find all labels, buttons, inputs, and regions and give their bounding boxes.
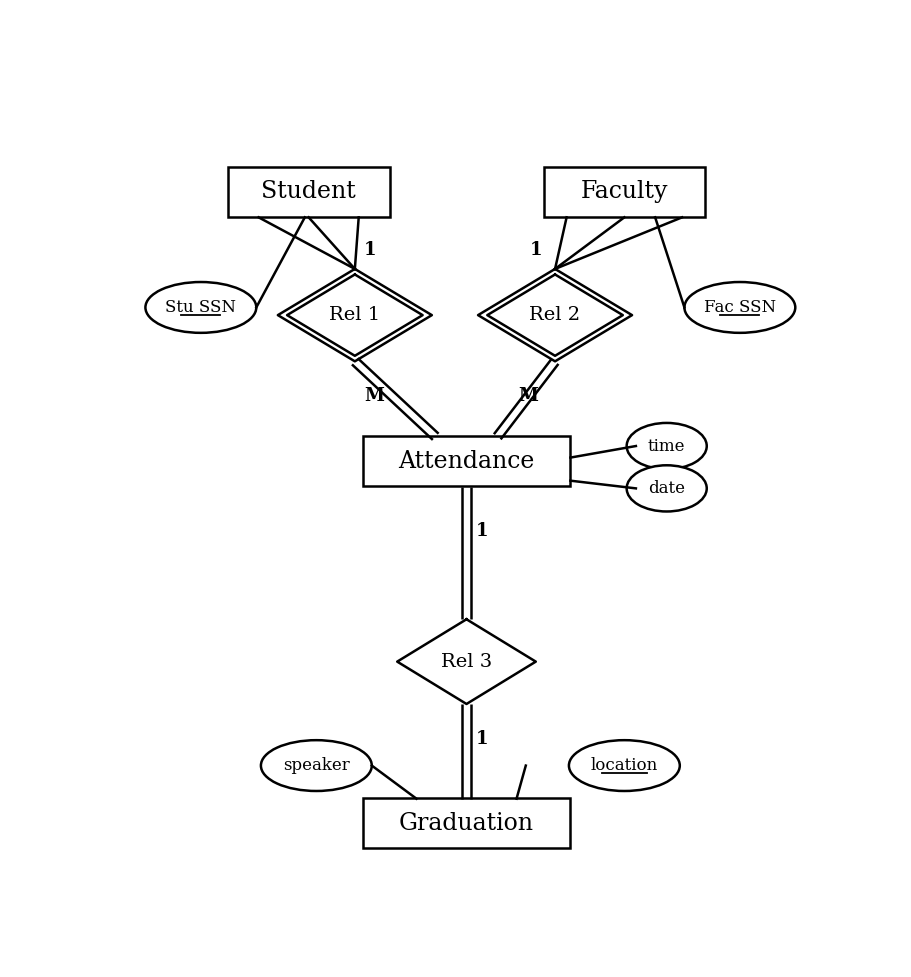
Text: Faculty: Faculty xyxy=(580,181,668,203)
Text: Rel 1: Rel 1 xyxy=(329,306,381,324)
Bar xyxy=(544,167,705,217)
Ellipse shape xyxy=(146,282,256,333)
Text: Stu SSN: Stu SSN xyxy=(166,299,236,316)
Ellipse shape xyxy=(261,741,372,791)
Text: Graduation: Graduation xyxy=(399,812,534,834)
Text: 1: 1 xyxy=(476,522,488,539)
Text: Fac SSN: Fac SSN xyxy=(704,299,776,316)
Text: time: time xyxy=(648,438,685,454)
Ellipse shape xyxy=(627,423,707,469)
Text: Rel 2: Rel 2 xyxy=(529,306,580,324)
Bar xyxy=(363,798,570,848)
Text: Student: Student xyxy=(261,181,356,203)
Text: date: date xyxy=(649,480,685,497)
Text: Attendance: Attendance xyxy=(398,450,535,473)
Bar xyxy=(228,167,390,217)
Text: M: M xyxy=(364,387,384,405)
Ellipse shape xyxy=(627,465,707,512)
Bar xyxy=(363,437,570,487)
Text: 1: 1 xyxy=(476,730,488,747)
Text: location: location xyxy=(590,757,658,774)
Text: 1: 1 xyxy=(364,240,376,259)
Text: 1: 1 xyxy=(529,240,542,259)
Ellipse shape xyxy=(684,282,795,333)
Text: speaker: speaker xyxy=(283,757,350,774)
Text: Rel 3: Rel 3 xyxy=(441,653,492,670)
Ellipse shape xyxy=(568,741,680,791)
Text: M: M xyxy=(518,387,538,405)
